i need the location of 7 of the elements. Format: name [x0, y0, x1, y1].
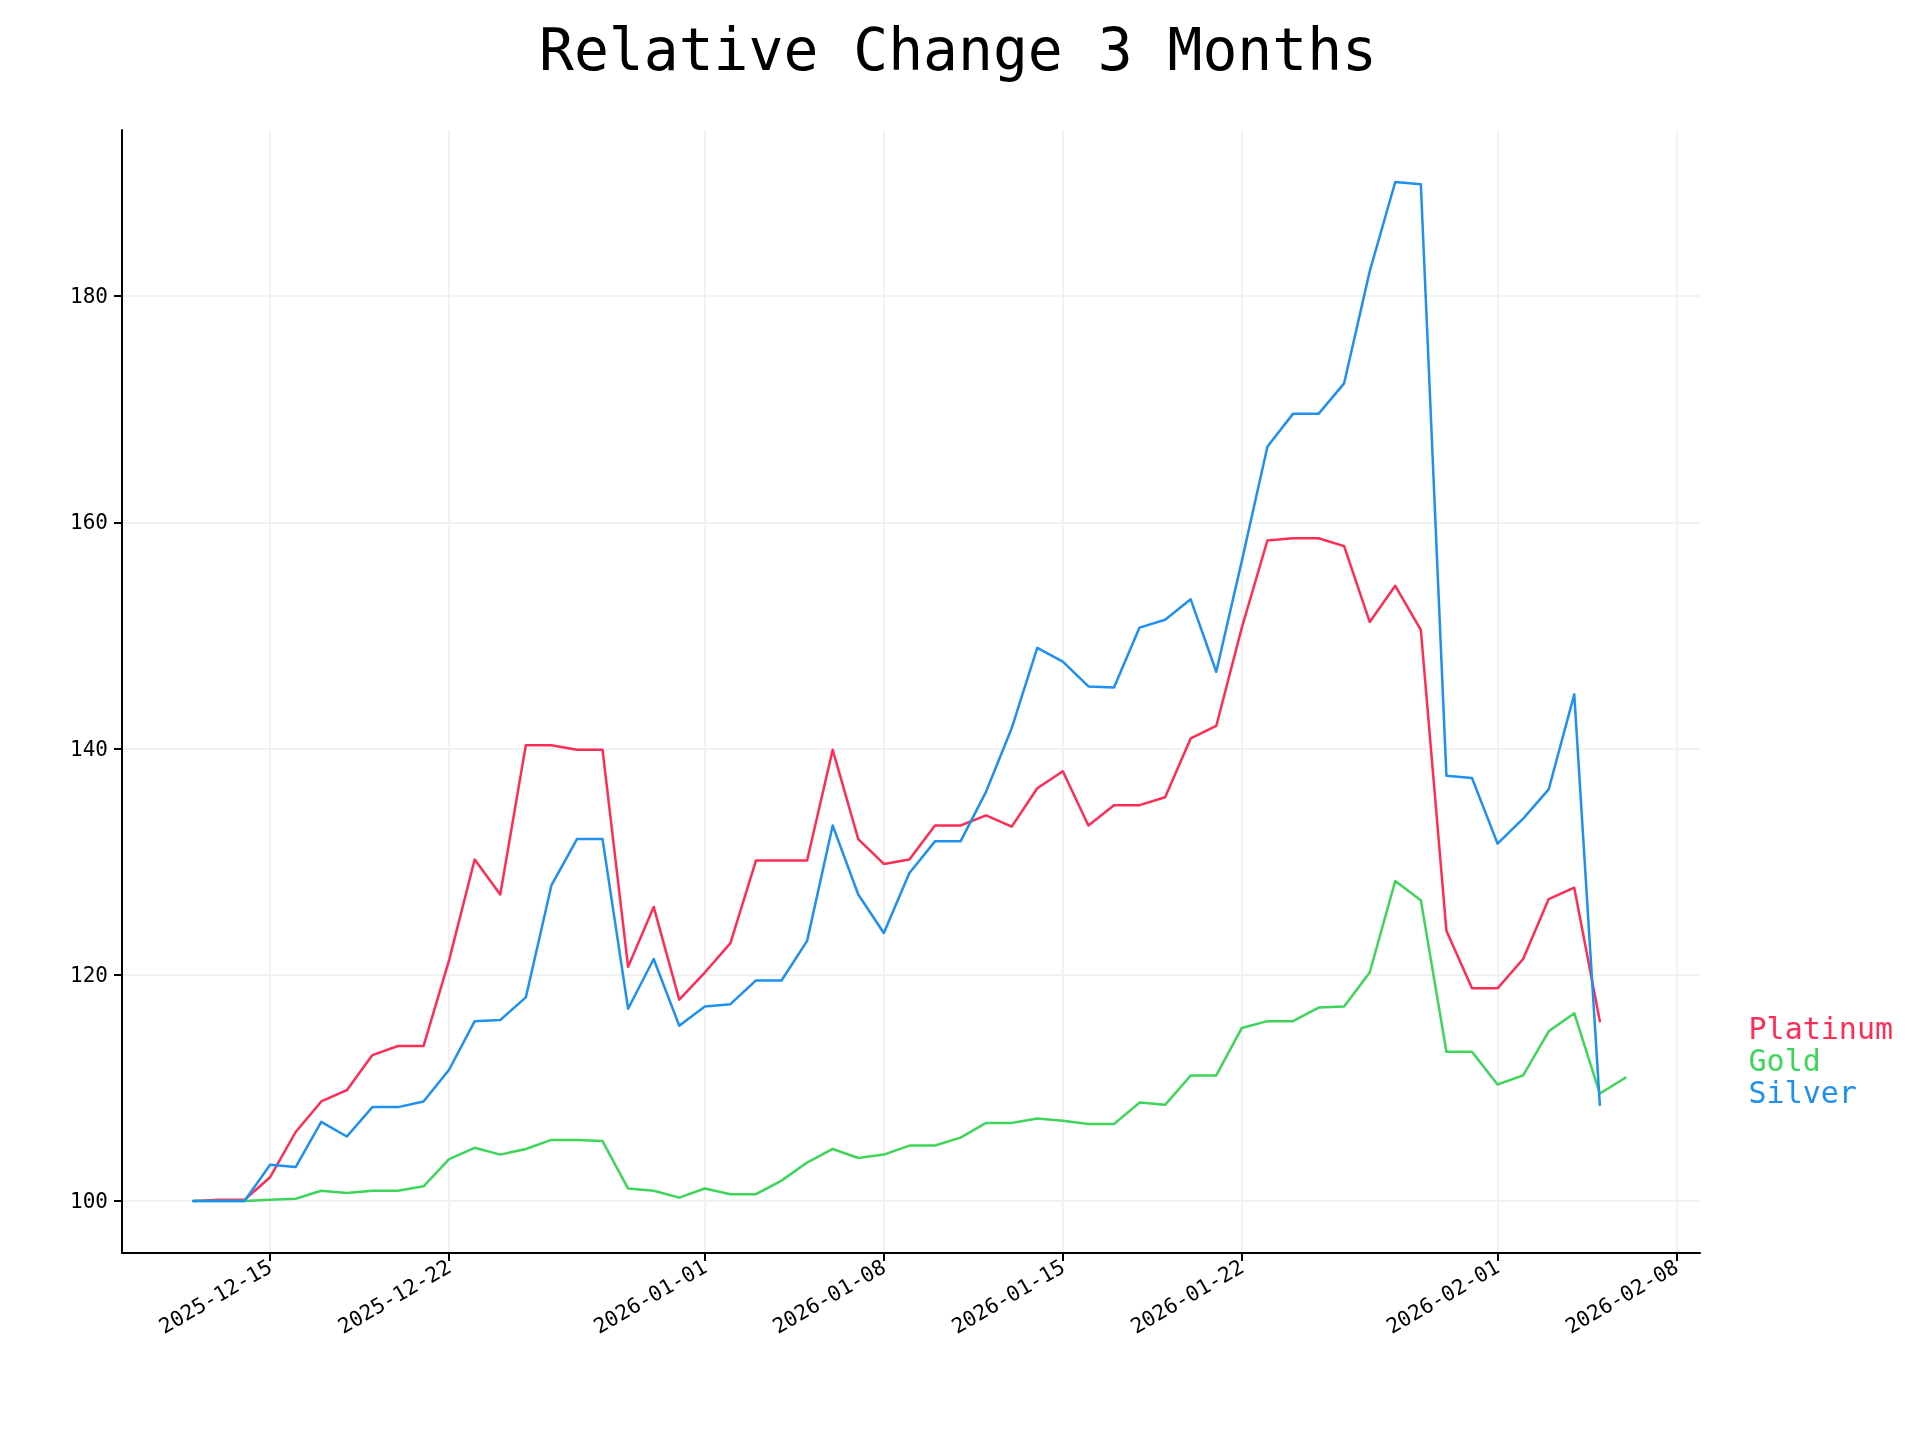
- line-series: [192, 180, 1602, 1203]
- y-tick-label: 160: [70, 510, 108, 535]
- y-tick-label: 120: [70, 962, 108, 987]
- y-tick-label: 140: [70, 736, 108, 761]
- chart-title: Relative Change 3 Months: [538, 16, 1378, 84]
- y-tick-label: 100: [70, 1188, 108, 1213]
- y-tick-label: 180: [70, 284, 108, 309]
